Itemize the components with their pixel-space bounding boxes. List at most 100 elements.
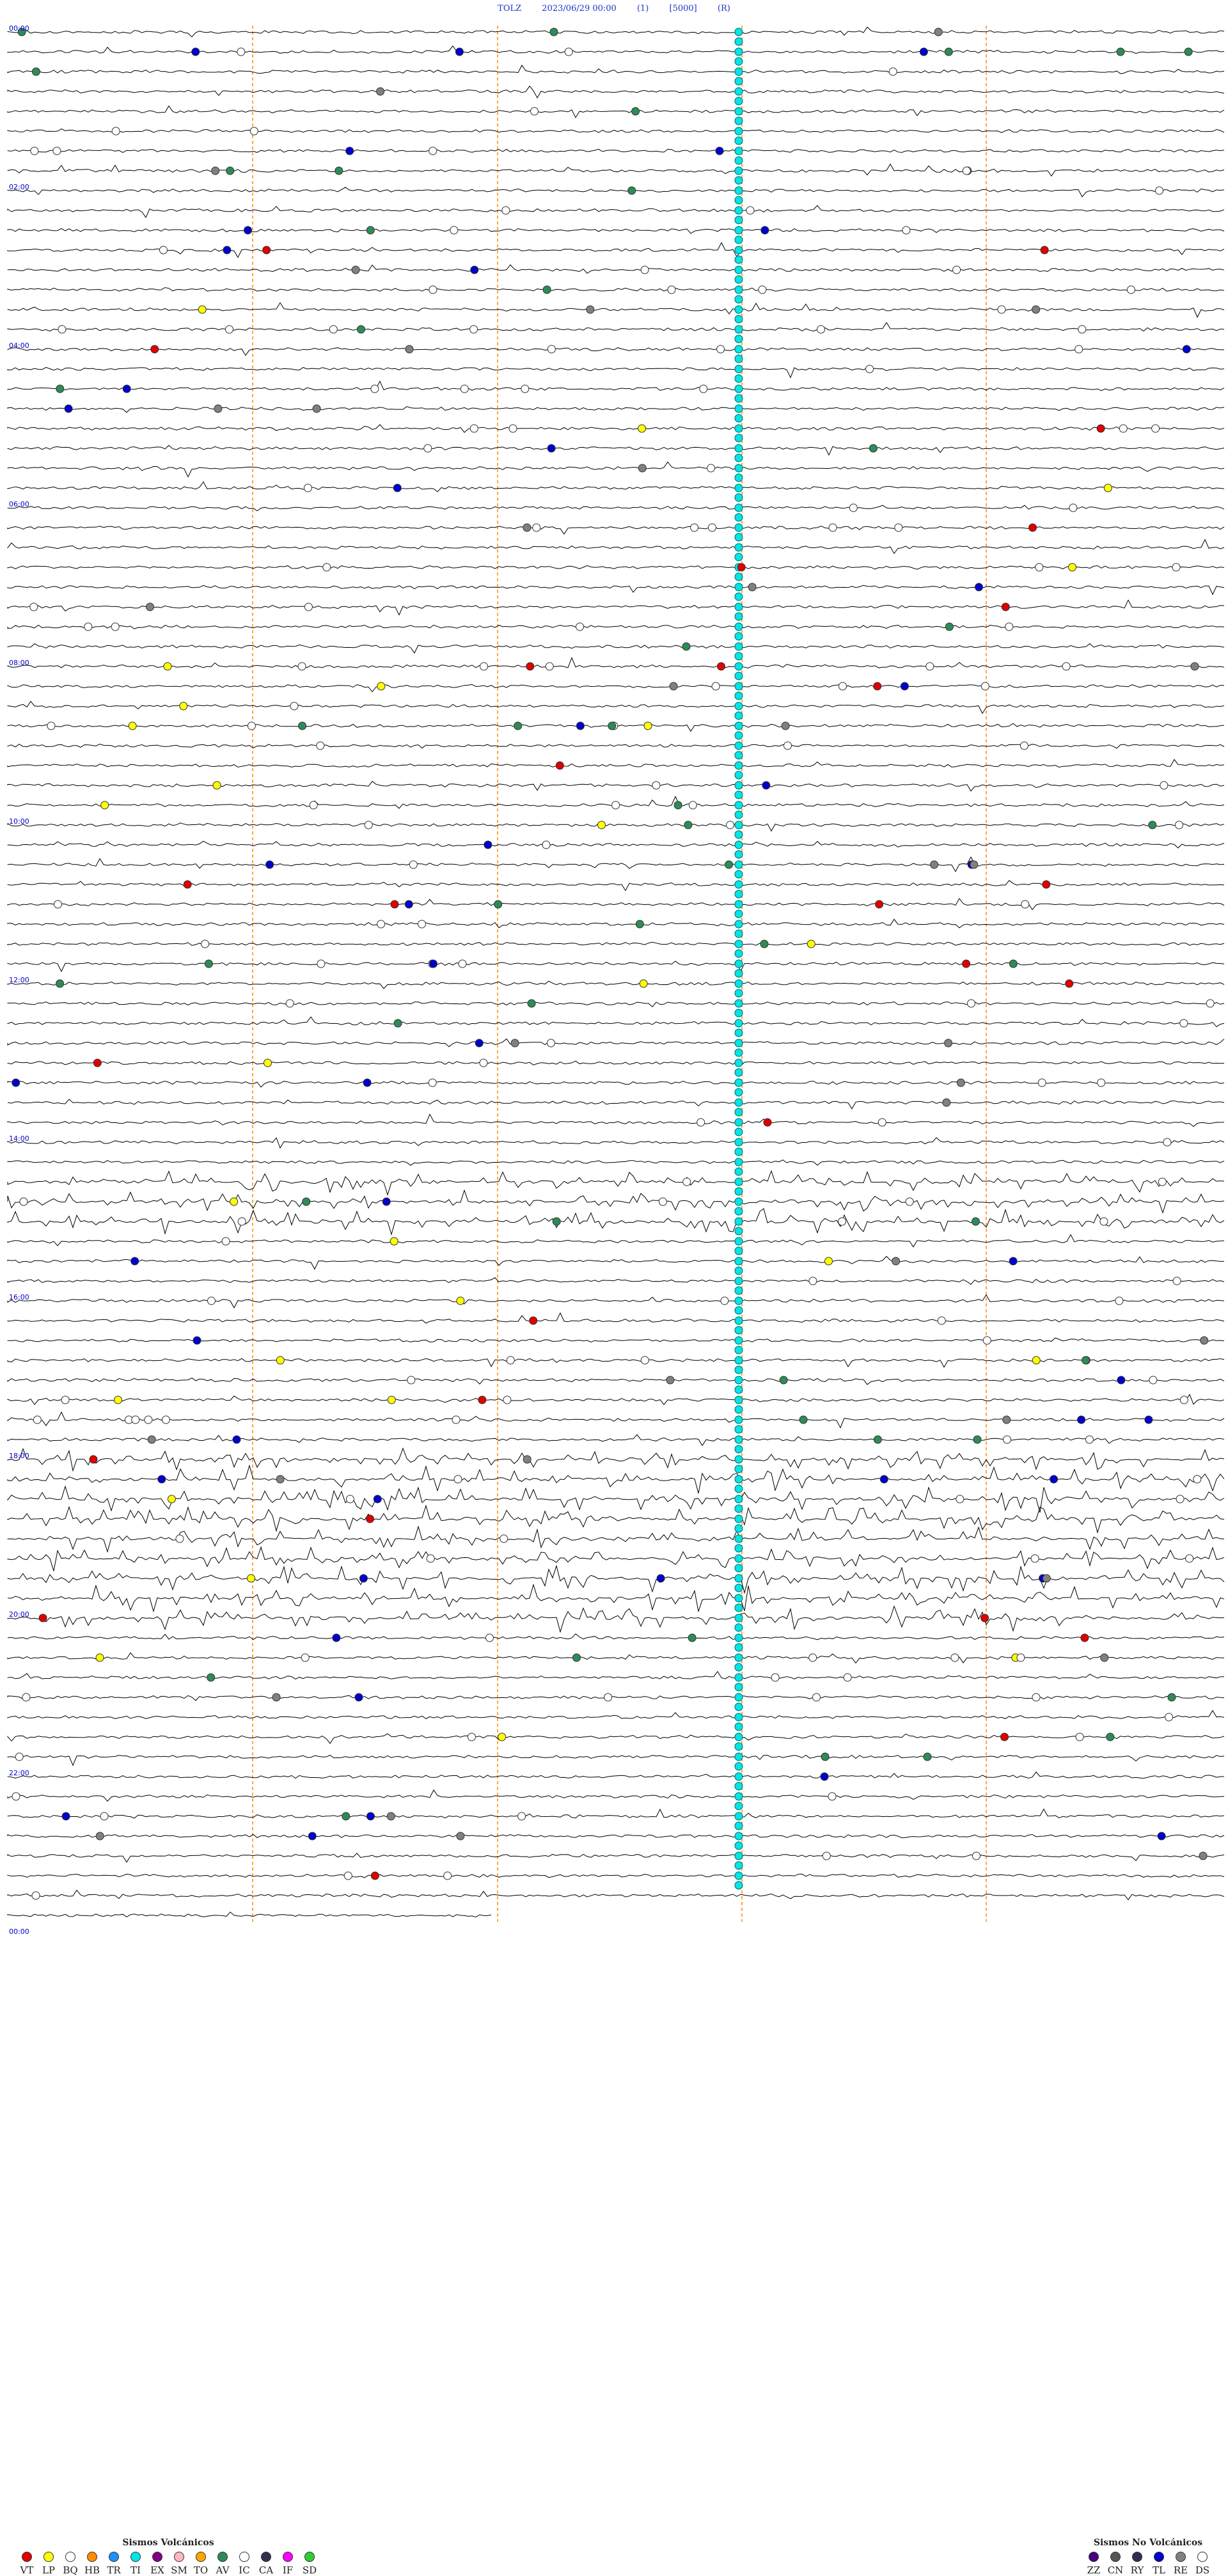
event-marker: [697, 1118, 705, 1127]
event-marker: [479, 1058, 488, 1067]
event-marker: [1028, 523, 1037, 532]
event-marker: [370, 1871, 379, 1880]
ti-marker: [734, 771, 743, 780]
legend-nonvolcanic-dot-icon: [1132, 2552, 1142, 2562]
event-marker: [639, 979, 648, 988]
ti-marker: [734, 890, 743, 899]
ti-marker: [734, 909, 743, 918]
legend-volcanic-item-vt: VT: [18, 2552, 36, 2576]
trace-line: [7, 1695, 1225, 1701]
ti-marker: [734, 1286, 743, 1295]
legend-volcanic-item-lp: LP: [40, 2552, 58, 2576]
ti-marker: [734, 1365, 743, 1374]
ti-marker: [734, 483, 743, 492]
ti-marker: [734, 1504, 743, 1513]
hour-label: 22:00: [9, 1769, 29, 1777]
legend-nonvolcanic-title: Sismos No Volcánicos: [1093, 2538, 1203, 2548]
event-marker: [1172, 563, 1181, 572]
ti-marker: [734, 295, 743, 304]
ti-marker: [734, 1306, 743, 1315]
event-marker: [944, 1039, 953, 1048]
legend-volcanic-dot-icon: [217, 2552, 228, 2562]
ti-marker: [734, 1594, 743, 1603]
ti-marker: [734, 1574, 743, 1583]
event-marker: [31, 67, 40, 76]
event-marker: [720, 1296, 729, 1305]
event-marker: [426, 1554, 435, 1563]
event-marker: [967, 999, 975, 1008]
ti-marker: [734, 1534, 743, 1543]
ti-marker: [734, 533, 743, 542]
ti-marker: [734, 572, 743, 581]
event-marker: [925, 662, 934, 671]
trace-line: [7, 624, 1225, 629]
event-marker: [317, 959, 326, 968]
event-marker: [1037, 1078, 1046, 1087]
trace-line: [7, 1504, 1225, 1534]
ti-marker: [734, 1246, 743, 1255]
event-marker: [335, 166, 343, 175]
event-marker: [244, 226, 252, 235]
event-marker: [1144, 1415, 1153, 1424]
trace-line: [7, 148, 1225, 153]
trace-line: [7, 898, 1225, 911]
ti-marker: [734, 1326, 743, 1335]
legend-volcanic-item-hb: HB: [83, 2552, 101, 2576]
trace-line: [7, 242, 1225, 258]
ti-marker: [734, 156, 743, 165]
hour-label: 02:00: [9, 183, 29, 191]
ti-marker: [734, 1792, 743, 1801]
trace-line: [7, 781, 1225, 792]
event-marker: [937, 1316, 946, 1325]
trace-line: [7, 505, 1225, 512]
event-marker: [376, 87, 385, 96]
trace-line: [7, 1394, 1225, 1406]
event-marker: [377, 682, 386, 691]
event-marker: [407, 1376, 416, 1385]
event-marker: [1119, 424, 1128, 433]
event-marker: [1050, 1475, 1059, 1484]
ti-marker: [734, 1395, 743, 1404]
ti-marker: [734, 850, 743, 859]
event-marker: [934, 27, 943, 36]
hour-label: 14:00: [9, 1135, 29, 1143]
ti-marker: [734, 1722, 743, 1731]
event-marker: [364, 821, 373, 829]
legend-volcanic-dot-icon: [22, 2552, 32, 2562]
trace-line: [7, 1189, 1225, 1214]
ti-marker: [734, 920, 743, 929]
event-marker: [1099, 1217, 1108, 1226]
event-marker: [175, 1534, 184, 1543]
event-marker: [157, 1475, 166, 1484]
ti-marker: [734, 127, 743, 136]
event-marker: [342, 1812, 350, 1821]
legend-nonvolcanic-label: RE: [1173, 2564, 1188, 2576]
trace-line: [7, 1038, 1225, 1048]
event-marker: [84, 622, 93, 631]
event-marker: [1179, 1019, 1188, 1028]
event-marker: [514, 721, 523, 730]
event-marker: [1074, 345, 1083, 354]
ti-marker: [734, 1732, 743, 1741]
event-marker: [526, 662, 535, 671]
ti-marker: [734, 1039, 743, 1048]
ti-marker: [734, 1851, 743, 1860]
ti-marker: [734, 325, 743, 334]
ti-marker: [734, 702, 743, 711]
event-marker: [555, 761, 564, 770]
hour-label: 08:00: [9, 659, 29, 667]
event-marker: [812, 1693, 821, 1702]
event-marker: [781, 721, 790, 730]
station-name: TOLZ: [498, 4, 522, 13]
ti-marker: [734, 1385, 743, 1394]
event-marker: [469, 325, 478, 334]
event-marker: [193, 1336, 201, 1345]
plot-header: TOLZ 2023/06/29 00:00 (1) [5000] (R): [0, 1, 1228, 17]
ti-marker: [734, 1762, 743, 1771]
trace-line: [7, 1464, 1225, 1494]
trace-line: [7, 657, 1225, 669]
event-marker: [1199, 1851, 1208, 1860]
event-marker: [690, 523, 699, 532]
event-marker: [1009, 1257, 1018, 1266]
event-marker: [285, 999, 294, 1008]
